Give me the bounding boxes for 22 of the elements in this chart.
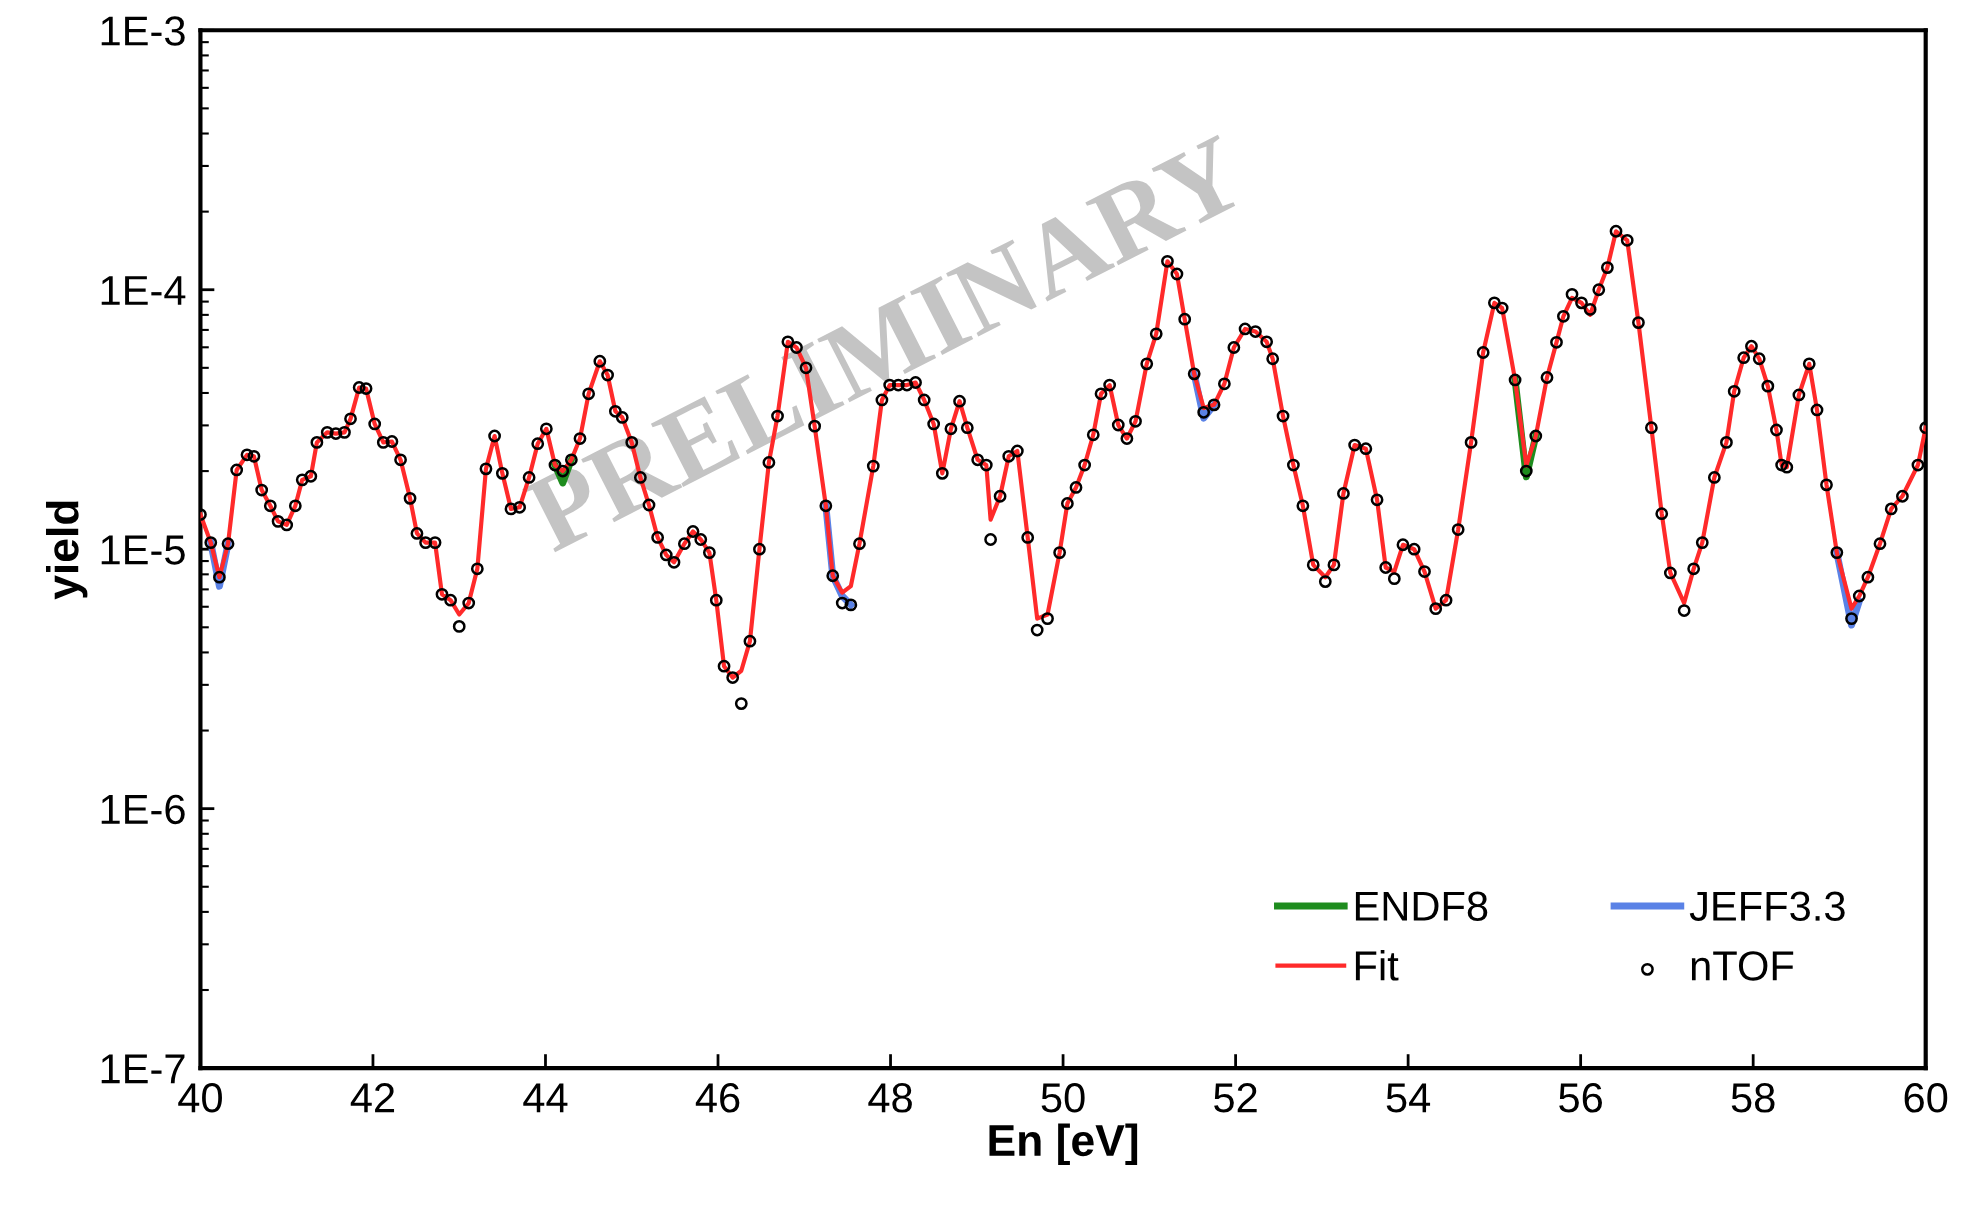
- x-tick-label: 60: [1904, 1083, 1948, 1113]
- x-tick-label: 48: [868, 1083, 912, 1113]
- x-tick-label: 42: [350, 1083, 395, 1113]
- y-tick-label: 1E-4: [101, 276, 186, 305]
- y-tick-label: 1E-5: [101, 535, 185, 565]
- y-tick-label: 1E-7: [101, 1054, 185, 1084]
- x-tick-label: 50: [1041, 1083, 1085, 1113]
- x-tick-label: 56: [1559, 1083, 1602, 1113]
- x-tick-label: 52: [1214, 1083, 1257, 1113]
- x-axis-title: En [eV]: [989, 1123, 1138, 1166]
- x-tick-label: 58: [1731, 1083, 1775, 1113]
- legend-label: ENDF8: [1355, 891, 1488, 922]
- y-axis-title: yield: [45, 501, 88, 600]
- x-tick-label: 44: [523, 1083, 568, 1113]
- y-tick-label: 1E-6: [101, 794, 185, 825]
- x-tick-label: 46: [695, 1083, 740, 1113]
- x-tick-label: 54: [1386, 1083, 1431, 1113]
- x-tick-label: 40: [178, 1083, 222, 1113]
- legend-label: nTOF: [1691, 951, 1794, 981]
- y-tick-label: 1E-3: [101, 16, 185, 46]
- legend-label: JEFF3.3: [1689, 891, 1845, 922]
- legend-label: Fit: [1355, 950, 1399, 981]
